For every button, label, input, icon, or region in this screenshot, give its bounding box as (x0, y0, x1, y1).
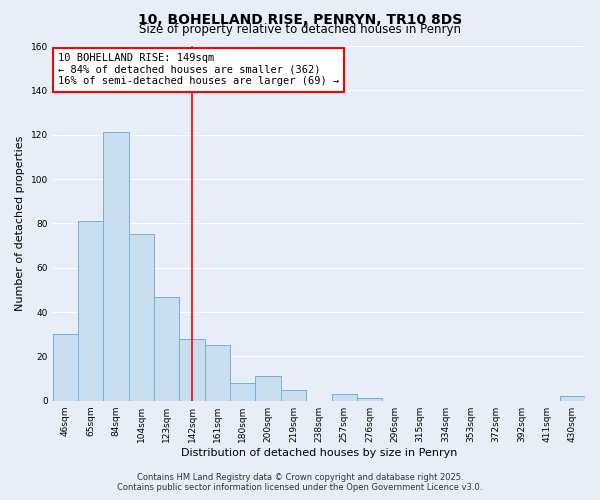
Bar (129, 234, 154, 400)
Bar (357, 398, 382, 400)
Bar (332, 394, 357, 400)
Y-axis label: Number of detached properties: Number of detached properties (15, 136, 25, 311)
Bar (205, 346, 230, 401)
Bar (103, 132, 129, 400)
Text: 10, BOHELLAND RISE, PENRYN, TR10 8DS: 10, BOHELLAND RISE, PENRYN, TR10 8DS (138, 12, 462, 26)
Text: Size of property relative to detached houses in Penryn: Size of property relative to detached ho… (139, 22, 461, 36)
Bar (256, 376, 281, 400)
X-axis label: Distribution of detached houses by size in Penryn: Distribution of detached houses by size … (181, 448, 457, 458)
Bar (154, 296, 179, 401)
Bar (78, 221, 103, 400)
Bar (179, 338, 205, 400)
Bar (230, 383, 256, 400)
Bar (560, 396, 585, 400)
Bar (281, 390, 306, 400)
Text: Contains HM Land Registry data © Crown copyright and database right 2025.
Contai: Contains HM Land Registry data © Crown c… (118, 473, 482, 492)
Bar (53, 334, 78, 400)
Text: 10 BOHELLAND RISE: 149sqm
← 84% of detached houses are smaller (362)
16% of semi: 10 BOHELLAND RISE: 149sqm ← 84% of detac… (58, 53, 339, 86)
